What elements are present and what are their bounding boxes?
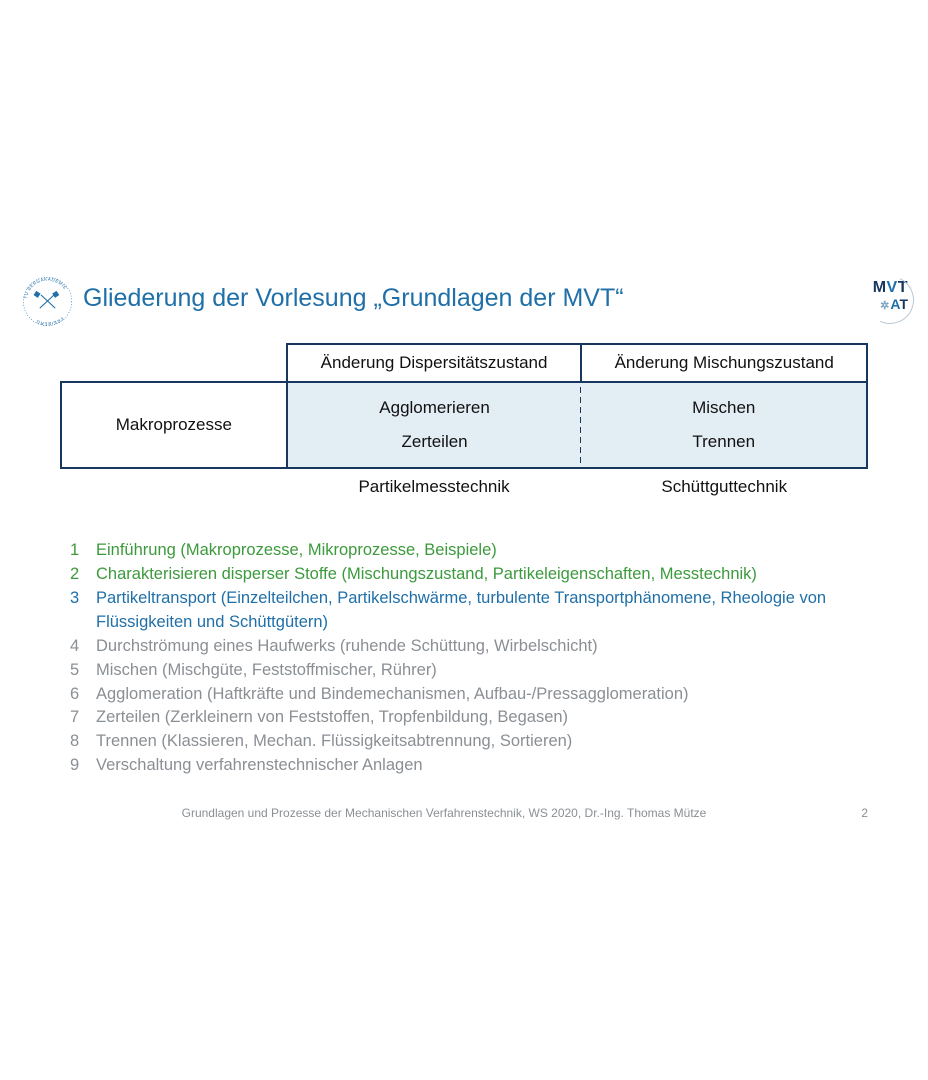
outline-item-number: 2 — [70, 563, 96, 587]
outline-item-text: Zerteilen (Zerkleinern von Feststoffen, … — [96, 706, 858, 730]
process-table: Änderung Dispersitätszustand Änderung Mi… — [60, 343, 868, 505]
svg-text:TU BERGAKADEMIE: TU BERGAKADEMIE — [23, 277, 68, 300]
cell-dispersity-processes: Agglomerieren Zerteilen — [287, 382, 582, 468]
col-header-mixing: Änderung Mischungszustand — [581, 344, 867, 382]
footer-bulk-solids: Schüttguttechnik — [581, 468, 867, 505]
outline-item: 4Durchströmung eines Haufwerks (ruhende … — [70, 635, 858, 659]
outline-item: 5Mischen (Mischgüte, Feststoffmischer, R… — [70, 659, 858, 683]
outline-item-number: 5 — [70, 659, 96, 683]
col-header-dispersity: Änderung Dispersitätszustand — [287, 344, 582, 382]
university-logo-icon: TU BERGAKADEMIE FREIBERG — [20, 274, 75, 329]
slide: TU BERGAKADEMIE FREIBERG Gliederung der … — [0, 280, 928, 820]
outline-item-text: Durchströmung eines Haufwerks (ruhende S… — [96, 635, 858, 659]
lecture-outline: 1Einführung (Makroprozesse, Mikroprozess… — [70, 539, 858, 778]
page-number: 2 — [828, 806, 868, 820]
outline-item: 2Charakterisieren disperser Stoffe (Misc… — [70, 563, 858, 587]
row-header-macroprocesses: Makroprozesse — [61, 382, 287, 468]
outline-item-number: 8 — [70, 730, 96, 754]
outline-item: 7Zerteilen (Zerkleinern von Feststoffen,… — [70, 706, 858, 730]
outline-item: 9Verschaltung verfahrenstechnischer Anla… — [70, 754, 858, 778]
outline-item-text: Verschaltung verfahrenstechnischer Anlag… — [96, 754, 858, 778]
outline-item-number: 4 — [70, 635, 96, 659]
gear-icon: ✲ — [880, 300, 889, 312]
outline-item-text: Charakterisieren disperser Stoffe (Misch… — [96, 563, 858, 587]
slide-footer: Grundlagen und Prozesse der Mechanischen… — [0, 806, 928, 820]
outline-item-text: Agglomeration (Haftkräfte und Bindemecha… — [96, 683, 858, 707]
outline-item-number: 1 — [70, 539, 96, 563]
outline-item-text: Mischen (Mischgüte, Feststoffmischer, Rü… — [96, 659, 858, 683]
outline-item-number: 6 — [70, 683, 96, 707]
outline-item-text: Trennen (Klassieren, Mechan. Flüssigkeit… — [96, 730, 858, 754]
outline-item: 3Partikeltransport (Einzelteilchen, Part… — [70, 587, 858, 635]
outline-item-text: Partikeltransport (Einzelteilchen, Parti… — [96, 587, 858, 635]
footer-text: Grundlagen und Prozesse der Mechanischen… — [60, 806, 828, 820]
outline-item-text: Einführung (Makroprozesse, Mikroprozesse… — [96, 539, 858, 563]
outline-item-number: 3 — [70, 587, 96, 635]
outline-item: 1Einführung (Makroprozesse, Mikroprozess… — [70, 539, 858, 563]
outline-item: 8Trennen (Klassieren, Mechan. Flüssigkei… — [70, 730, 858, 754]
slide-title: Gliederung der Vorlesung „Grundlagen der… — [83, 280, 853, 313]
header-row: TU BERGAKADEMIE FREIBERG Gliederung der … — [0, 280, 928, 329]
outline-item-number: 7 — [70, 706, 96, 730]
mvt-at-logo-icon: MVT ✲AT — [853, 280, 908, 320]
outline-item: 6Agglomeration (Haftkräfte und Bindemech… — [70, 683, 858, 707]
svg-text:FREIBERG: FREIBERG — [35, 316, 64, 326]
footer-particle-measurement: Partikelmesstechnik — [287, 468, 582, 505]
outline-item-number: 9 — [70, 754, 96, 778]
cell-mixing-processes: Mischen Trennen — [581, 382, 867, 468]
